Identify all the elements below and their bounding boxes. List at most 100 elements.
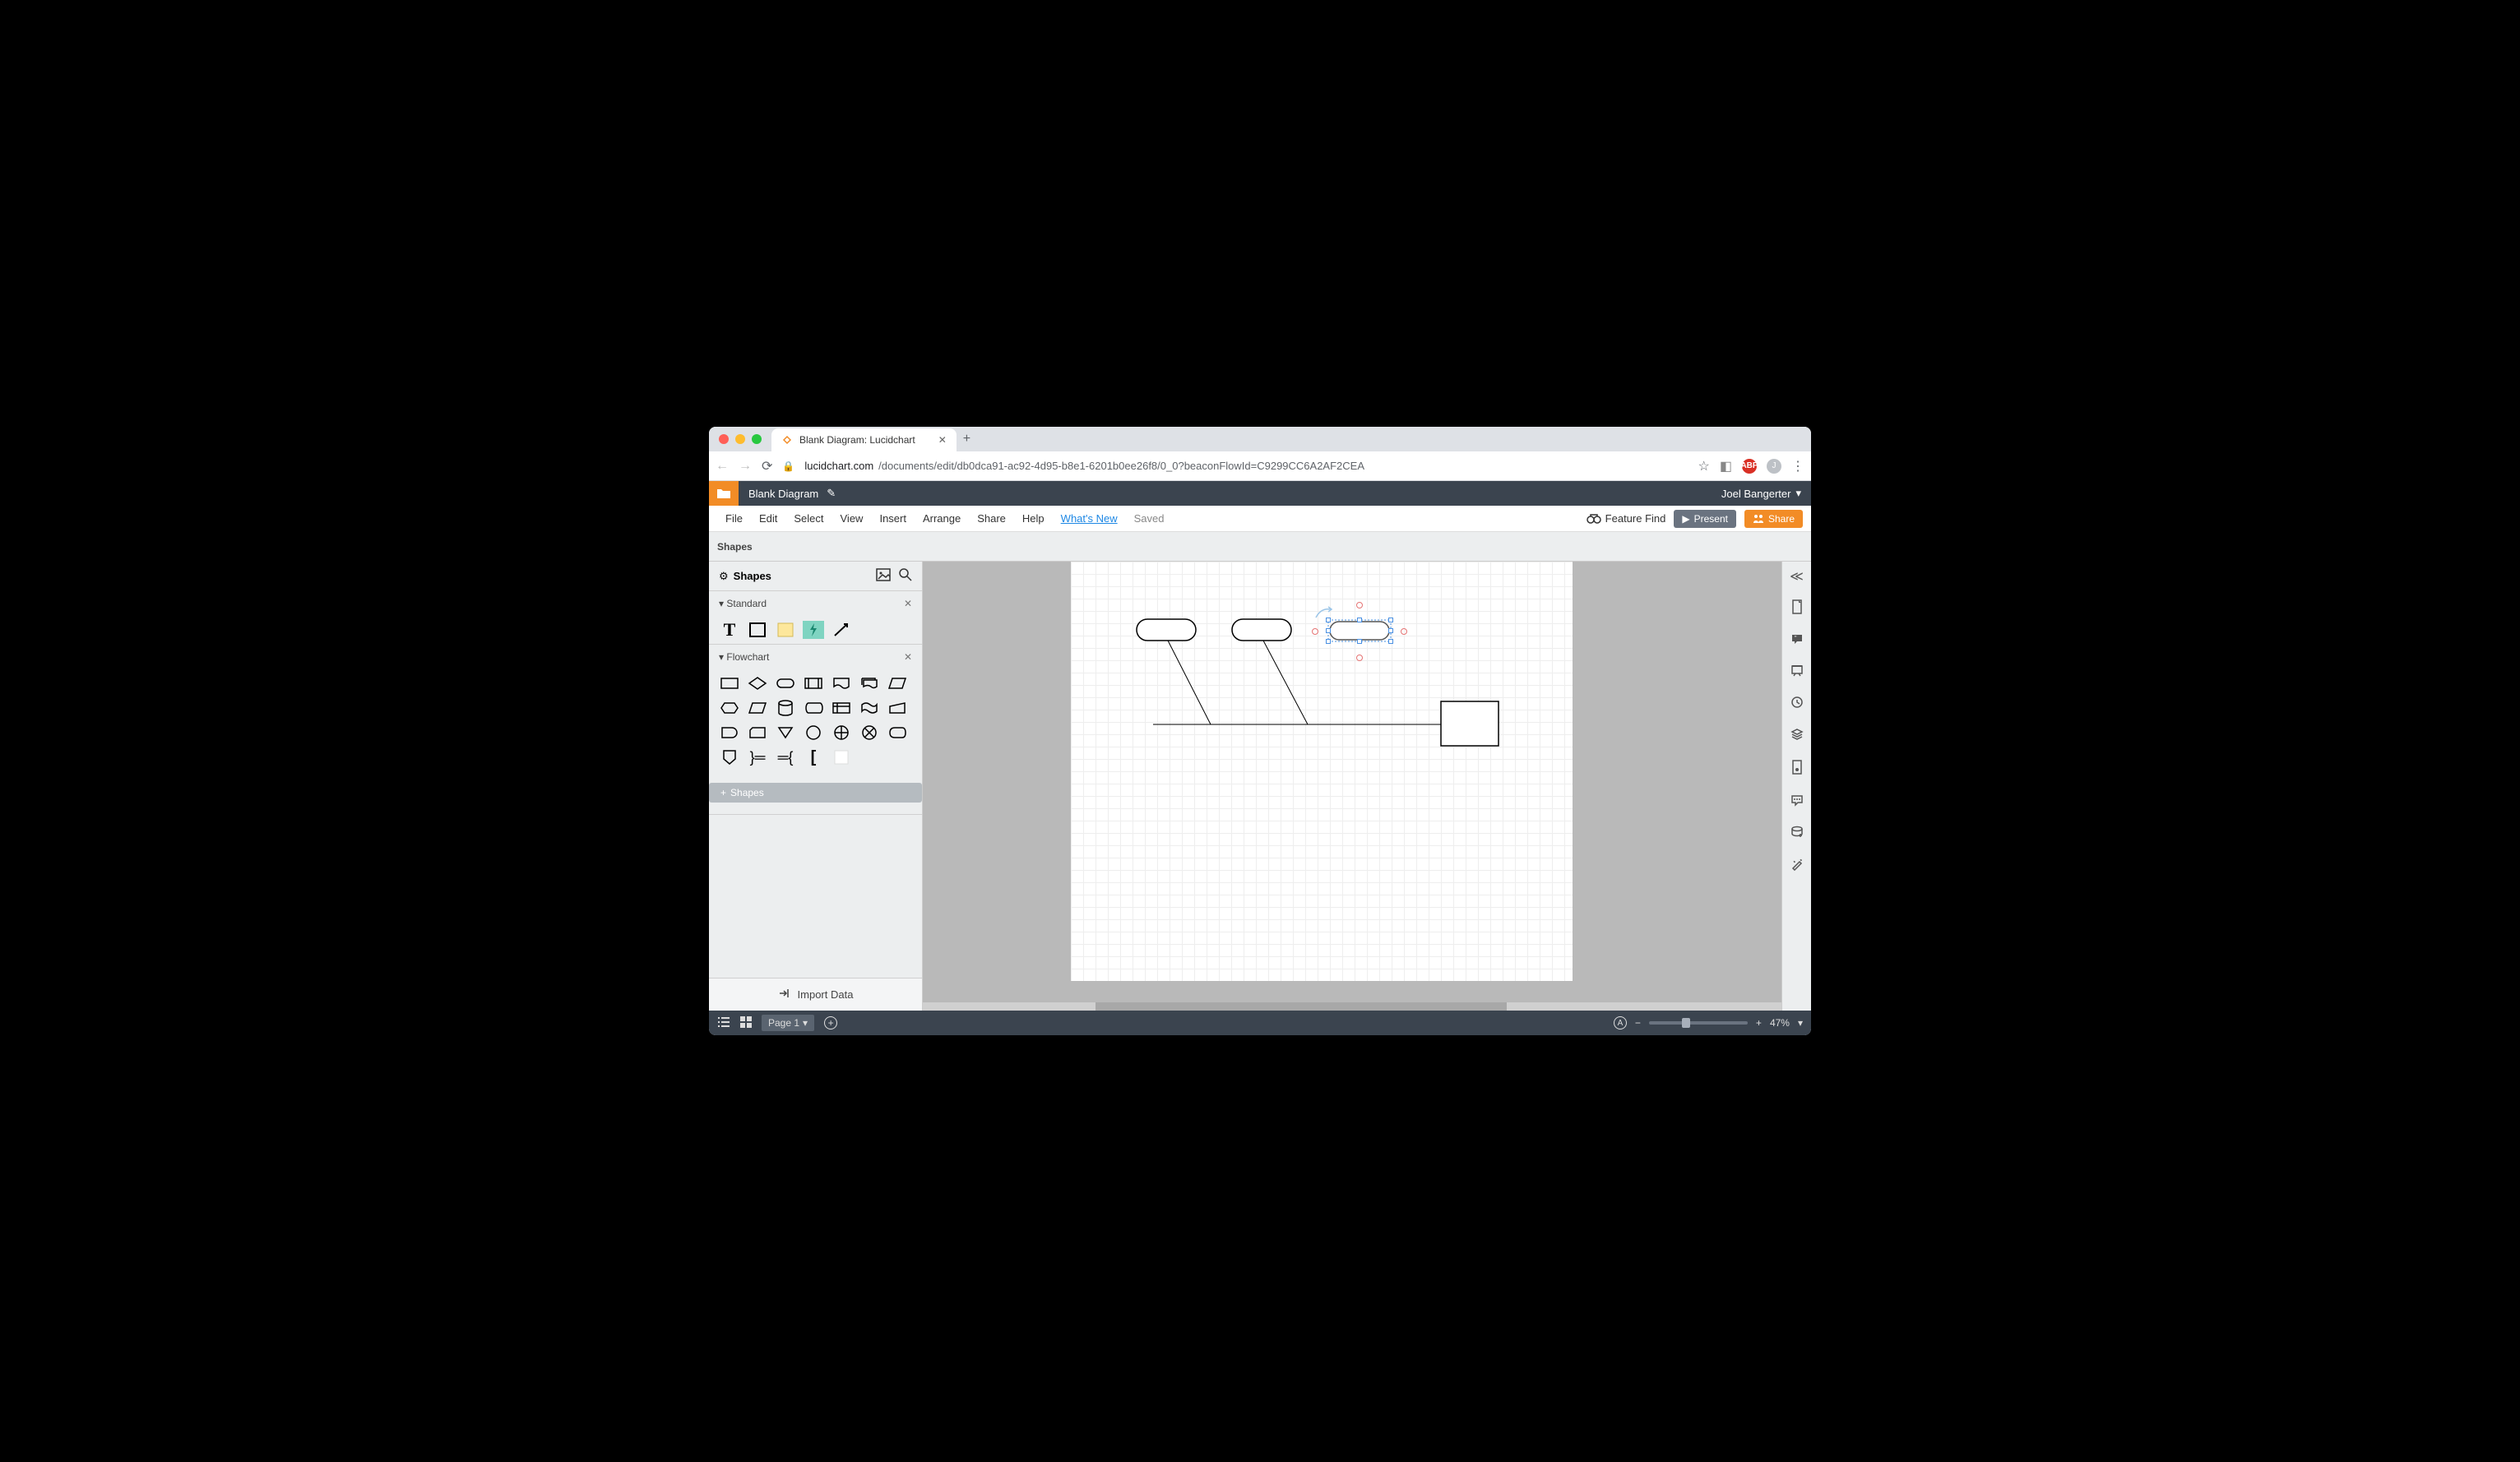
new-tab-button[interactable]: + [963,432,970,446]
history-icon[interactable] [1790,696,1804,713]
directdata-shape[interactable] [803,699,824,717]
decision-shape[interactable] [747,674,768,692]
close-tab-icon[interactable]: ✕ [938,434,947,446]
resize-handle[interactable] [1326,628,1331,633]
connector-shape[interactable] [803,724,824,742]
presentation-icon[interactable] [1790,664,1804,681]
delay-shape[interactable] [719,724,740,742]
folder-icon[interactable] [709,481,739,506]
back-button[interactable]: ← [716,459,729,474]
chevron-down-icon[interactable]: ▾ [1798,1017,1803,1029]
collapse-dock-icon[interactable]: ≪ [1790,568,1804,585]
zoom-level[interactable]: 47% [1770,1017,1790,1029]
rect-shape[interactable] [747,621,768,639]
rotate-handle-icon[interactable] [1316,609,1331,618]
reload-button[interactable]: ⟳ [762,458,772,474]
standard-header[interactable]: ▾ Standard ✕ [709,591,922,616]
terminator-shape-selected[interactable] [1330,622,1389,640]
more-shapes-button[interactable]: + Shapes [709,783,922,803]
zoom-slider[interactable] [1649,1021,1748,1025]
merge-shape[interactable] [775,724,796,742]
menu-file[interactable]: File [717,512,751,525]
zoom-handle[interactable] [1682,1018,1690,1028]
document-shape[interactable] [831,674,852,692]
edit-title-icon[interactable]: ✎ [827,487,836,500]
parallelogram-shape[interactable] [747,699,768,717]
offpage-shape[interactable] [719,748,740,766]
canvas-page[interactable] [1071,562,1573,981]
menu-insert[interactable]: Insert [871,512,915,525]
brace-left-shape[interactable]: ═{ [775,748,796,766]
manualinput-shape[interactable] [887,699,908,717]
browser-tab[interactable]: Blank Diagram: Lucidchart ✕ [771,428,957,451]
maximize-window-button[interactable] [752,434,762,444]
bracket-shape[interactable]: [ [803,748,824,766]
present-button[interactable]: ▶ Present [1674,510,1736,528]
hexagon-shape[interactable] [719,699,740,717]
resize-handle[interactable] [1357,618,1362,622]
user-menu[interactable]: Joel Bangerter ▾ [1712,487,1811,500]
canvas-viewport[interactable] [923,562,1781,1011]
display-shape[interactable] [887,724,908,742]
bolt-shape[interactable] [803,621,824,639]
close-section-icon[interactable]: ✕ [904,651,912,663]
note-block-shape[interactable] [831,748,852,766]
terminator-shape[interactable] [775,674,796,692]
import-data-button[interactable]: Import Data [709,978,922,1011]
text-shape[interactable]: T [719,621,740,639]
zoom-out-button[interactable]: − [1635,1017,1641,1029]
menu-help[interactable]: Help [1014,512,1053,525]
connection-point[interactable] [1401,628,1407,635]
horizontal-scrollbar[interactable] [923,1002,1781,1011]
process-shape[interactable] [719,674,740,692]
grid-view-icon[interactable] [740,1016,752,1030]
whats-new-link[interactable]: What's New [1053,512,1126,525]
scrollbar-thumb[interactable] [1096,1002,1507,1011]
menu-edit[interactable]: Edit [751,512,785,525]
summing-shape[interactable] [831,724,852,742]
forward-button[interactable]: → [739,459,752,474]
page-selector[interactable]: Page 1 ▾ [762,1015,814,1031]
process-shape[interactable] [1441,701,1499,746]
brace-right-shape[interactable]: }═ [747,748,768,766]
outline-view-icon[interactable] [717,1016,730,1030]
data-shape[interactable] [887,674,908,692]
menu-select[interactable]: Select [785,512,832,525]
menu-share[interactable]: Share [969,512,1014,525]
url-field[interactable]: lucidchart.com/documents/edit/db0dca91-a… [804,460,1688,472]
flowchart-header[interactable]: ▾ Flowchart ✕ [709,645,922,669]
feature-find[interactable]: Feature Find [1587,512,1666,525]
connection-point[interactable] [1312,628,1318,635]
accessibility-icon[interactable]: A [1614,1016,1627,1029]
resize-handle[interactable] [1326,618,1331,622]
menu-arrange[interactable]: Arrange [915,512,969,525]
papertape-shape[interactable] [859,699,880,717]
diagram-line[interactable] [1168,641,1211,724]
close-window-button[interactable] [719,434,729,444]
share-button[interactable]: Share [1744,510,1803,528]
chat-icon[interactable] [1790,793,1804,811]
predefined-shape[interactable] [803,674,824,692]
zoom-in-button[interactable]: + [1756,1017,1762,1029]
resize-handle[interactable] [1357,639,1362,644]
database-shape[interactable] [775,699,796,717]
minimize-window-button[interactable] [735,434,745,444]
page-icon[interactable] [1791,760,1803,779]
resize-handle[interactable] [1388,628,1393,633]
data-icon[interactable] [1790,826,1804,843]
layers-icon[interactable] [1790,728,1804,745]
resize-handle[interactable] [1326,639,1331,644]
resize-handle[interactable] [1388,618,1393,622]
internalstorage-shape[interactable] [831,699,852,717]
arrow-shape[interactable] [831,621,852,639]
comments-icon[interactable]: " [1790,633,1804,649]
resize-handle[interactable] [1388,639,1393,644]
terminator-shape[interactable] [1137,619,1196,641]
add-page-button[interactable]: + [824,1016,837,1029]
gear-icon[interactable]: ⚙ [719,570,729,583]
document-title[interactable]: Blank Diagram [748,488,818,500]
extension-icon[interactable]: ◧ [1720,458,1732,474]
profile-avatar[interactable]: J [1767,459,1781,474]
card-shape[interactable] [747,724,768,742]
navigator-icon[interactable] [1790,599,1804,618]
